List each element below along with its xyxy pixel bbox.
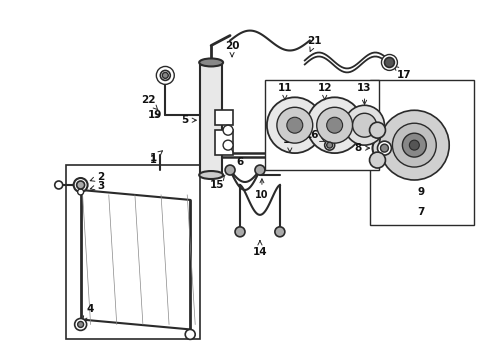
Text: 7: 7 [417, 207, 424, 217]
Circle shape [392, 123, 435, 167]
Circle shape [274, 227, 285, 237]
Circle shape [235, 227, 244, 237]
FancyBboxPatch shape [374, 82, 467, 208]
Circle shape [266, 97, 322, 153]
Text: 6: 6 [227, 143, 243, 167]
Circle shape [369, 122, 385, 138]
Text: 19: 19 [148, 110, 162, 120]
Circle shape [74, 178, 87, 192]
Circle shape [78, 321, 83, 328]
Text: 11: 11 [277, 84, 291, 99]
Bar [215, 110, 233, 125]
Text: 14: 14 [252, 241, 267, 257]
Text: 12: 12 [317, 84, 331, 99]
Circle shape [379, 110, 448, 180]
Text: 21: 21 [307, 36, 321, 51]
Circle shape [78, 189, 83, 195]
Bar [264, 80, 379, 170]
Circle shape [156, 67, 174, 84]
Circle shape [276, 107, 312, 143]
Circle shape [55, 181, 62, 189]
Circle shape [344, 105, 384, 145]
Bar [369, 80, 473, 225]
Bar [215, 130, 233, 155]
Circle shape [286, 117, 302, 133]
Circle shape [306, 97, 362, 153]
Text: 22: 22 [141, 95, 158, 110]
Text: 16: 16 [304, 130, 324, 141]
Circle shape [384, 58, 394, 67]
Text: 10: 10 [255, 179, 268, 200]
Circle shape [75, 319, 86, 330]
Circle shape [352, 113, 376, 137]
Text: 18: 18 [282, 135, 297, 152]
Circle shape [369, 152, 385, 168]
Text: 3: 3 [90, 181, 104, 191]
Circle shape [326, 142, 332, 148]
Text: 20: 20 [224, 41, 239, 57]
Text: 2: 2 [90, 172, 104, 182]
Circle shape [316, 107, 352, 143]
Circle shape [381, 54, 397, 71]
Circle shape [324, 140, 334, 150]
Circle shape [77, 181, 84, 189]
Bar [200, 66, 222, 175]
Circle shape [372, 136, 396, 160]
Circle shape [408, 140, 419, 150]
Ellipse shape [199, 58, 223, 67]
Circle shape [223, 140, 233, 150]
Text: 1: 1 [150, 155, 157, 165]
Circle shape [402, 133, 426, 157]
Circle shape [223, 125, 233, 135]
Circle shape [162, 72, 168, 78]
Circle shape [377, 141, 390, 155]
Text: 8: 8 [353, 143, 369, 153]
Text: 5: 5 [181, 115, 196, 125]
Circle shape [185, 329, 195, 339]
Circle shape [380, 144, 387, 152]
Text: 4: 4 [82, 305, 94, 320]
Text: 13: 13 [357, 84, 371, 104]
Circle shape [326, 117, 342, 133]
Text: 1: 1 [149, 151, 162, 163]
Circle shape [254, 165, 264, 175]
Ellipse shape [199, 171, 223, 179]
Circle shape [160, 71, 170, 80]
Text: 17: 17 [393, 66, 411, 80]
Bar [65, 165, 200, 339]
Text: 9: 9 [417, 187, 424, 197]
Circle shape [224, 165, 235, 175]
Text: 15: 15 [209, 175, 224, 190]
